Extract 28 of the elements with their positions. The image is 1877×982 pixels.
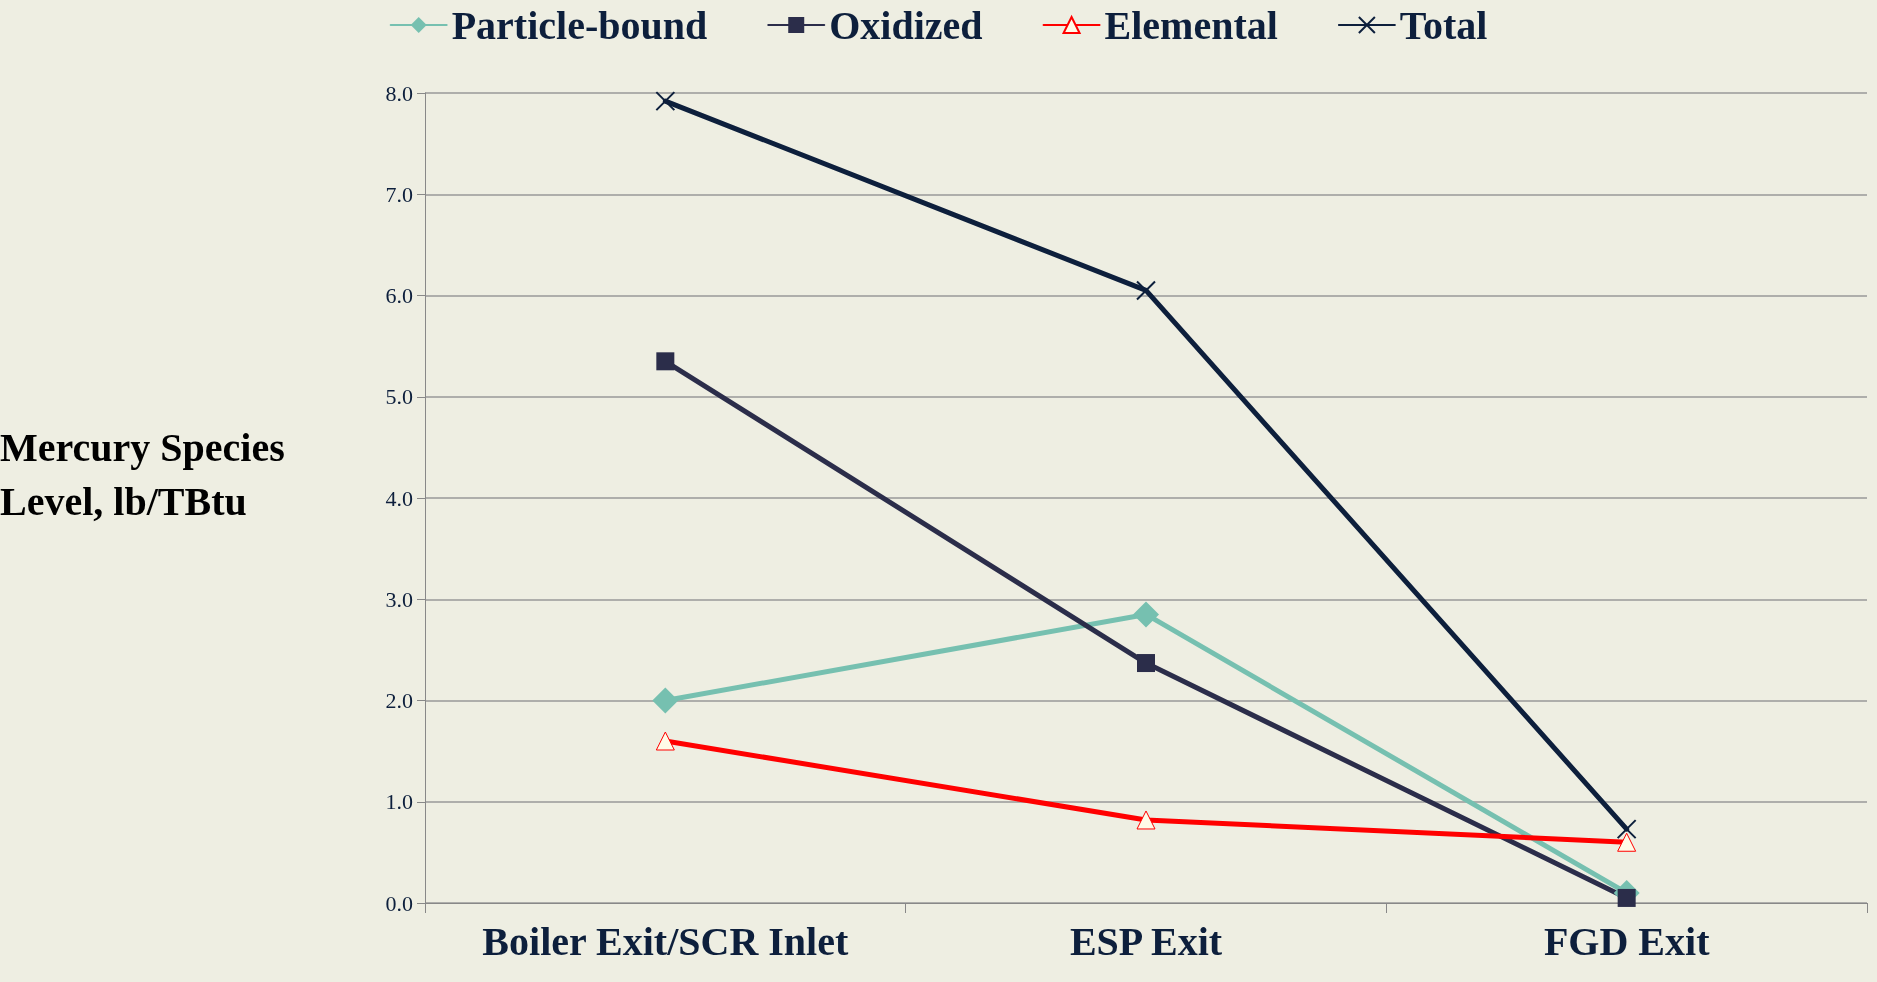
x-tick-label: FGD Exit: [1543, 918, 1711, 964]
point: [1133, 601, 1159, 628]
point: [1616, 819, 1637, 840]
y-tick-label: 4.0: [385, 485, 413, 511]
point: [1137, 654, 1155, 673]
point: [655, 91, 676, 112]
point: [1136, 280, 1156, 301]
y-tick-label: 0.0: [385, 890, 413, 916]
y-tick-label: 8.0: [385, 80, 413, 106]
point: [656, 352, 675, 371]
legend-label: Total: [1399, 2, 1488, 48]
y-tick-label: 2.0: [385, 688, 413, 713]
point: [1617, 832, 1637, 852]
x-tick-label: ESP Exit: [1069, 918, 1223, 964]
point: [1136, 810, 1156, 830]
y-tick-label: 6.0: [385, 283, 413, 308]
y-axis-title: Mercury Species Level, lb/TBtu: [0, 424, 295, 524]
y-tick-label: 3.0: [385, 586, 413, 612]
y-tick-label: 5.0: [385, 384, 413, 410]
point: [655, 731, 675, 751]
legend-label: Elemental: [1104, 2, 1278, 48]
y-tick-label: 7.0: [385, 181, 413, 207]
point: [1617, 888, 1636, 907]
point: [652, 687, 679, 714]
legend-label: Oxidized: [829, 2, 983, 48]
x-tick-label: Boiler Exit/SCR Inlet: [482, 918, 849, 964]
legend-label: Particle-bound: [451, 2, 708, 48]
y-tick-label: 1.0: [385, 789, 413, 815]
